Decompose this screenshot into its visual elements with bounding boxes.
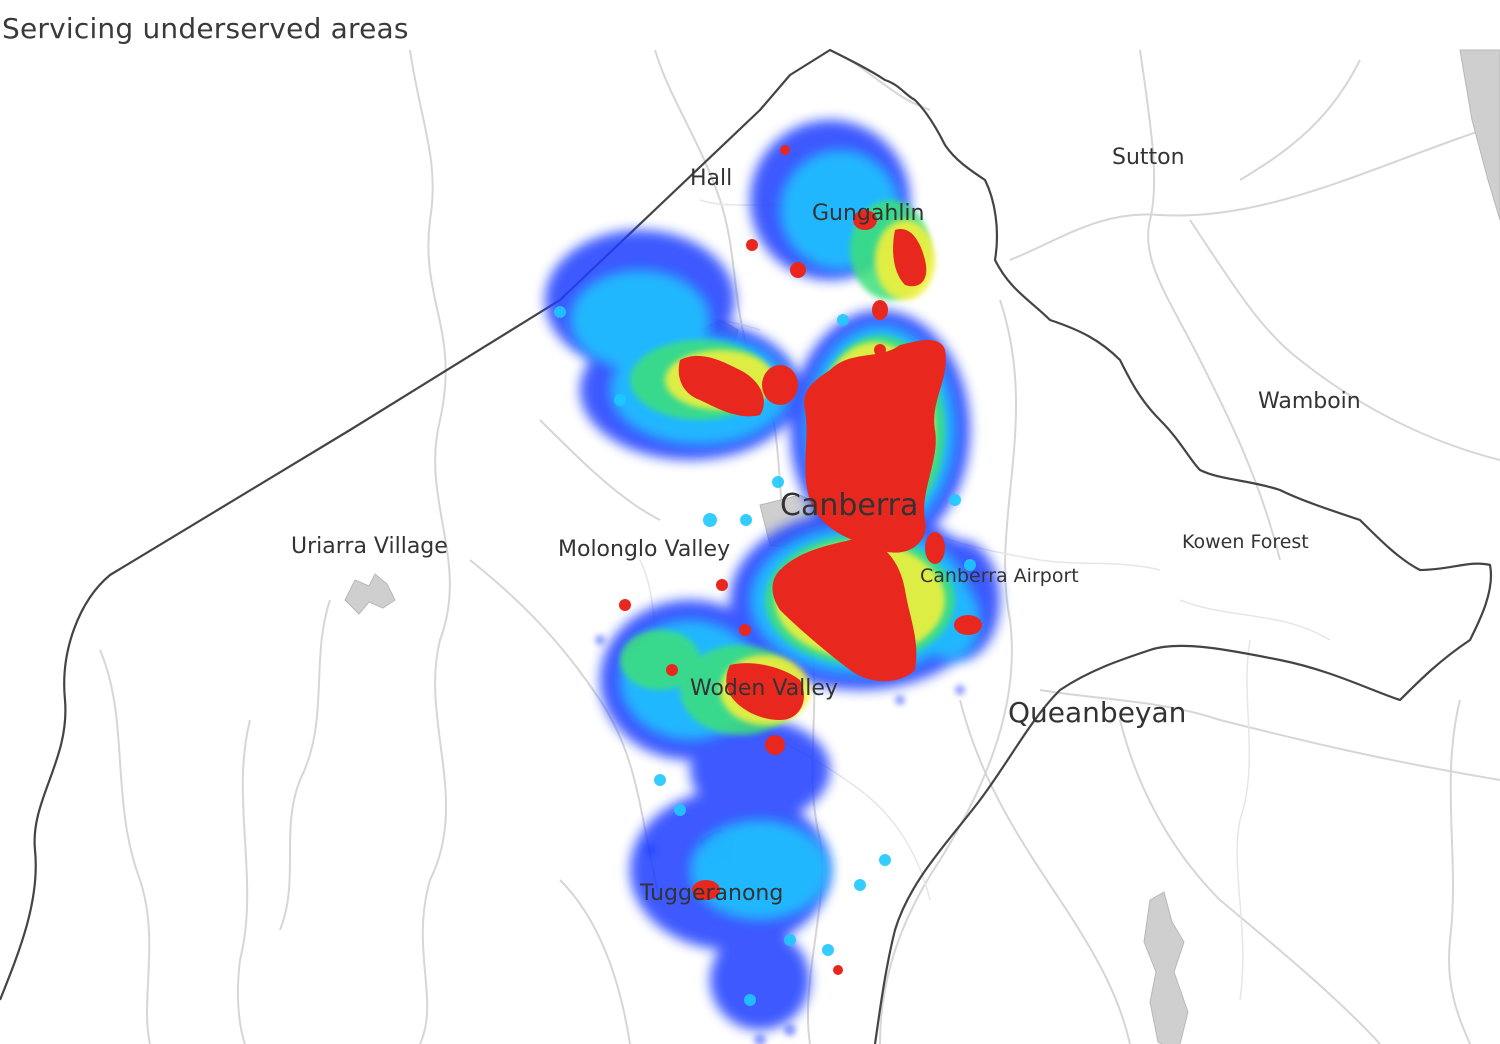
label-uriarra-village: Uriarra Village (291, 534, 448, 559)
territory-boundary (0, 48, 1493, 1044)
label-queanbeyan: Queanbeyan (1008, 696, 1186, 729)
heatmap-layer (545, 120, 1000, 1044)
heatmap-scatter-dots (554, 306, 976, 1006)
label-molonglo-valley: Molonglo Valley (558, 537, 730, 562)
label-sutton: Sutton (1112, 145, 1185, 170)
map-subtitle: Servicing underserved areas (2, 12, 409, 45)
label-kowen-forest: Kowen Forest (1182, 531, 1309, 553)
label-woden-valley: Woden Valley (690, 676, 838, 701)
heatmap-red (619, 145, 982, 975)
label-canberra: Canberra (780, 488, 918, 523)
heatmap-faint-dots (595, 635, 965, 1044)
label-wamboin: Wamboin (1258, 389, 1361, 414)
place-labels: Hall Sutton Gungahlin Wamboin Kowen Fore… (291, 145, 1361, 906)
label-gungahlin: Gungahlin (812, 201, 925, 226)
label-tuggeranong: Tuggeranong (639, 881, 783, 906)
label-canberra-airport: Canberra Airport (920, 565, 1079, 587)
label-hall: Hall (690, 166, 732, 191)
